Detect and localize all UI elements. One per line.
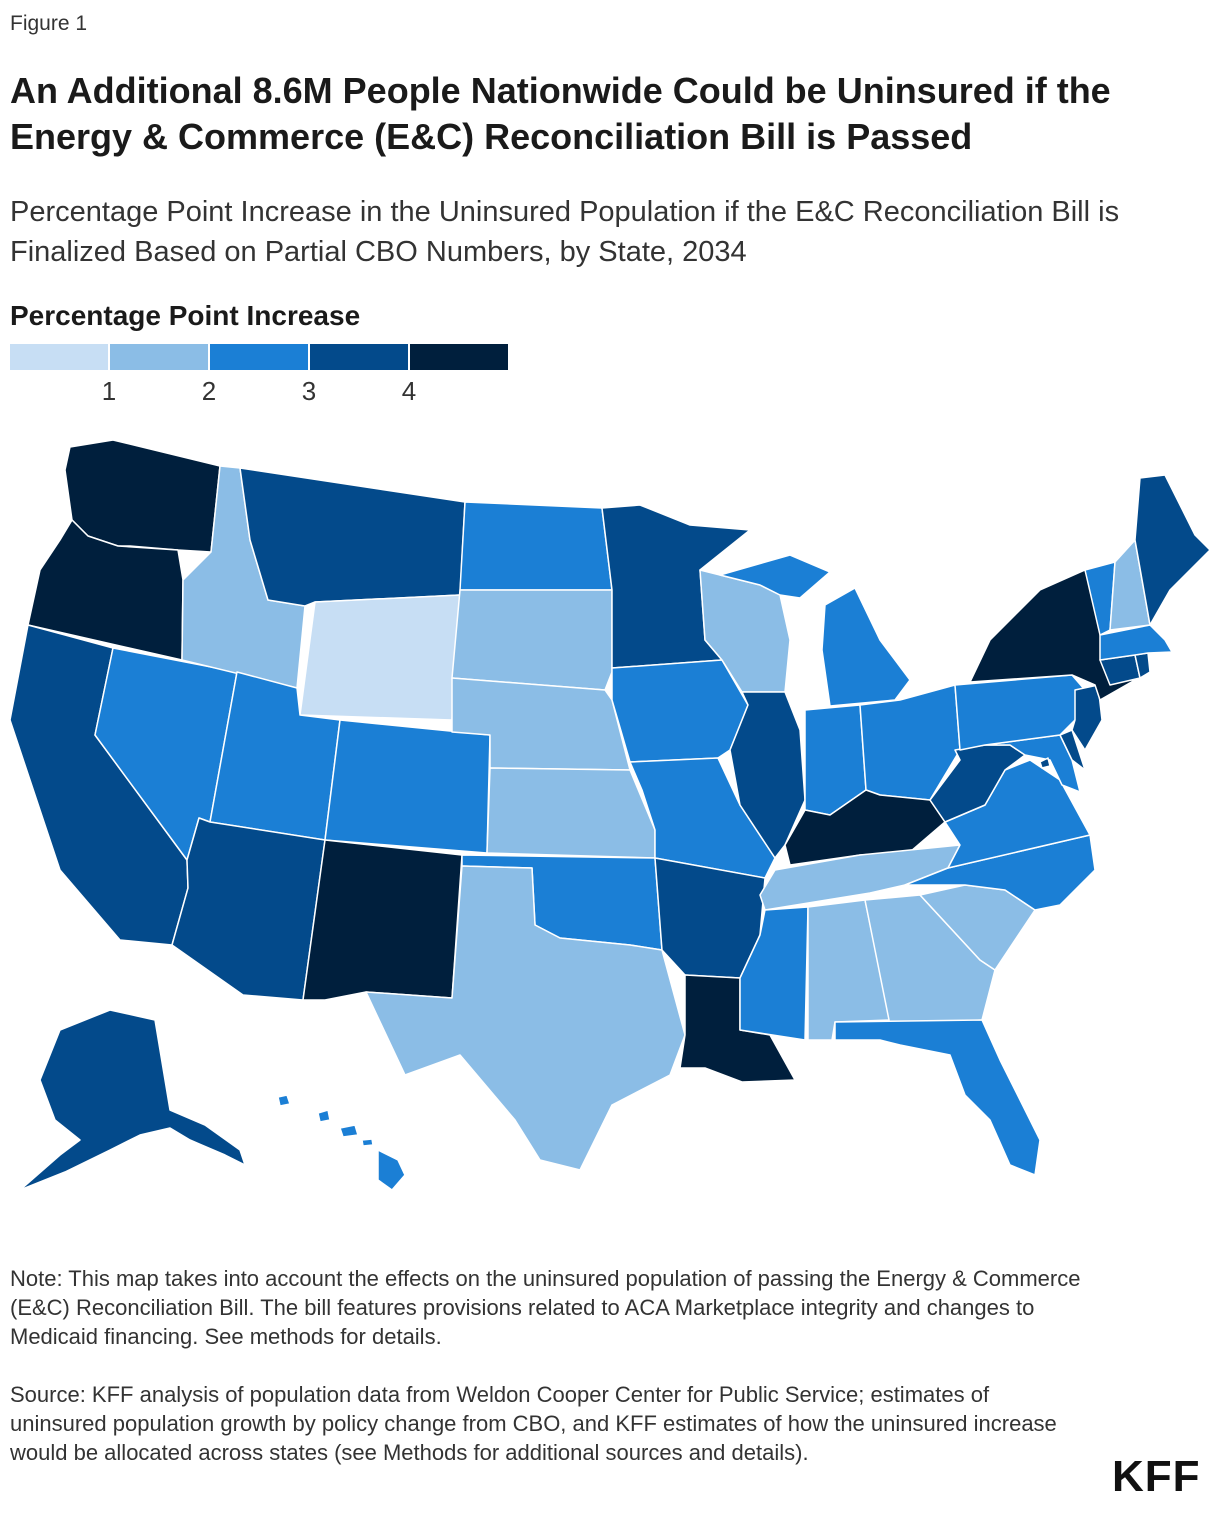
- chart-subtitle: Percentage Point Increase in the Uninsur…: [10, 196, 1120, 268]
- legend-title: Percentage Point Increase: [10, 300, 361, 331]
- legend: Percentage Point Increase 1 2 3 4: [10, 300, 508, 406]
- state-AK[interactable]: [19, 1009, 246, 1191]
- legend-ticks: 1 2 3 4: [10, 370, 508, 406]
- state-ND[interactable]: [459, 501, 613, 591]
- state-ME[interactable]: [1134, 474, 1211, 626]
- state-WY[interactable]: [299, 594, 461, 721]
- legend-bar: [10, 344, 508, 370]
- footnote-source: Source: KFF analysis of population data …: [10, 1382, 1057, 1465]
- legend-swatch-2: [210, 344, 308, 370]
- state-IA[interactable]: [611, 659, 749, 763]
- legend-swatch-1: [110, 344, 208, 370]
- legend-tick: 2: [201, 376, 217, 406]
- state-MA[interactable]: [1099, 624, 1173, 661]
- legend-tick: 3: [301, 376, 317, 406]
- kff-logo: KFF: [1112, 1452, 1201, 1501]
- legend-tick: 1: [101, 376, 117, 406]
- state-MT[interactable]: [239, 467, 466, 607]
- state-PA[interactable]: [954, 674, 1086, 751]
- state-DC[interactable]: [1039, 757, 1051, 769]
- state-HI[interactable]: [277, 1094, 406, 1191]
- state-MI[interactable]: [719, 554, 911, 707]
- state-NC[interactable]: [904, 834, 1096, 911]
- state-IL[interactable]: [729, 691, 806, 859]
- state-DE[interactable]: [1059, 729, 1086, 771]
- legend-tick: 4: [401, 376, 417, 406]
- state-WA[interactable]: [64, 439, 221, 553]
- state-SD[interactable]: [451, 589, 613, 691]
- legend-swatch-3: [310, 344, 408, 370]
- legend-swatch-4: [410, 344, 508, 370]
- state-NM[interactable]: [302, 839, 463, 1001]
- figure-label: Figure 1: [10, 12, 88, 35]
- state-AZ[interactable]: [171, 817, 326, 1001]
- footnote-note: Note: This map takes into account the ef…: [10, 1266, 1081, 1349]
- state-CO[interactable]: [324, 719, 491, 854]
- state-FL[interactable]: [834, 1019, 1041, 1176]
- state-KS[interactable]: [486, 767, 656, 859]
- legend-swatch-0: [10, 344, 108, 370]
- state-TX[interactable]: [365, 865, 686, 1171]
- chart-title: An Additional 8.6M People Nationwide Cou…: [10, 70, 1111, 157]
- us-state-map: [9, 439, 1211, 1191]
